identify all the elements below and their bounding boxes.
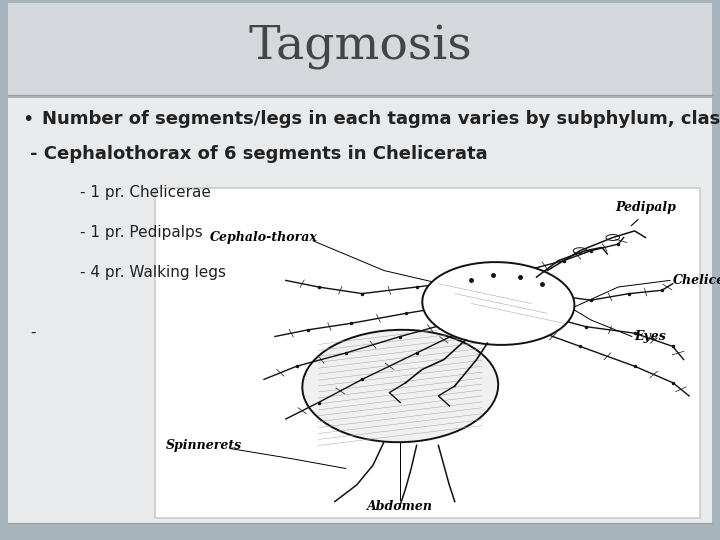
Text: - 1 pr. Pedipalps: - 1 pr. Pedipalps xyxy=(80,225,203,240)
FancyBboxPatch shape xyxy=(8,3,712,94)
FancyBboxPatch shape xyxy=(8,98,712,523)
FancyBboxPatch shape xyxy=(155,188,700,518)
Ellipse shape xyxy=(423,262,575,345)
Text: Pedipalp: Pedipalp xyxy=(615,201,676,214)
Text: - Cephalothorax of 6 segments in Chelicerata: - Cephalothorax of 6 segments in Chelice… xyxy=(30,145,487,163)
Text: Cephalo-thorax: Cephalo-thorax xyxy=(210,231,318,244)
Text: Tagmosis: Tagmosis xyxy=(248,25,472,70)
Text: •: • xyxy=(22,110,33,129)
Text: -: - xyxy=(30,325,35,340)
Text: Eyes: Eyes xyxy=(634,330,666,343)
Text: Spinnerets: Spinnerets xyxy=(166,439,242,452)
Ellipse shape xyxy=(302,330,498,442)
Text: - 4 pr. Walking legs: - 4 pr. Walking legs xyxy=(80,265,226,280)
Text: Abdomen: Abdomen xyxy=(367,500,433,513)
Text: Number of segments/legs in each tagma varies by subphylum, class.: Number of segments/legs in each tagma va… xyxy=(42,110,720,128)
FancyBboxPatch shape xyxy=(8,524,712,537)
Text: - 1 pr. Chelicerae: - 1 pr. Chelicerae xyxy=(80,185,211,200)
Text: Chelicerae: Chelicerae xyxy=(672,274,720,287)
